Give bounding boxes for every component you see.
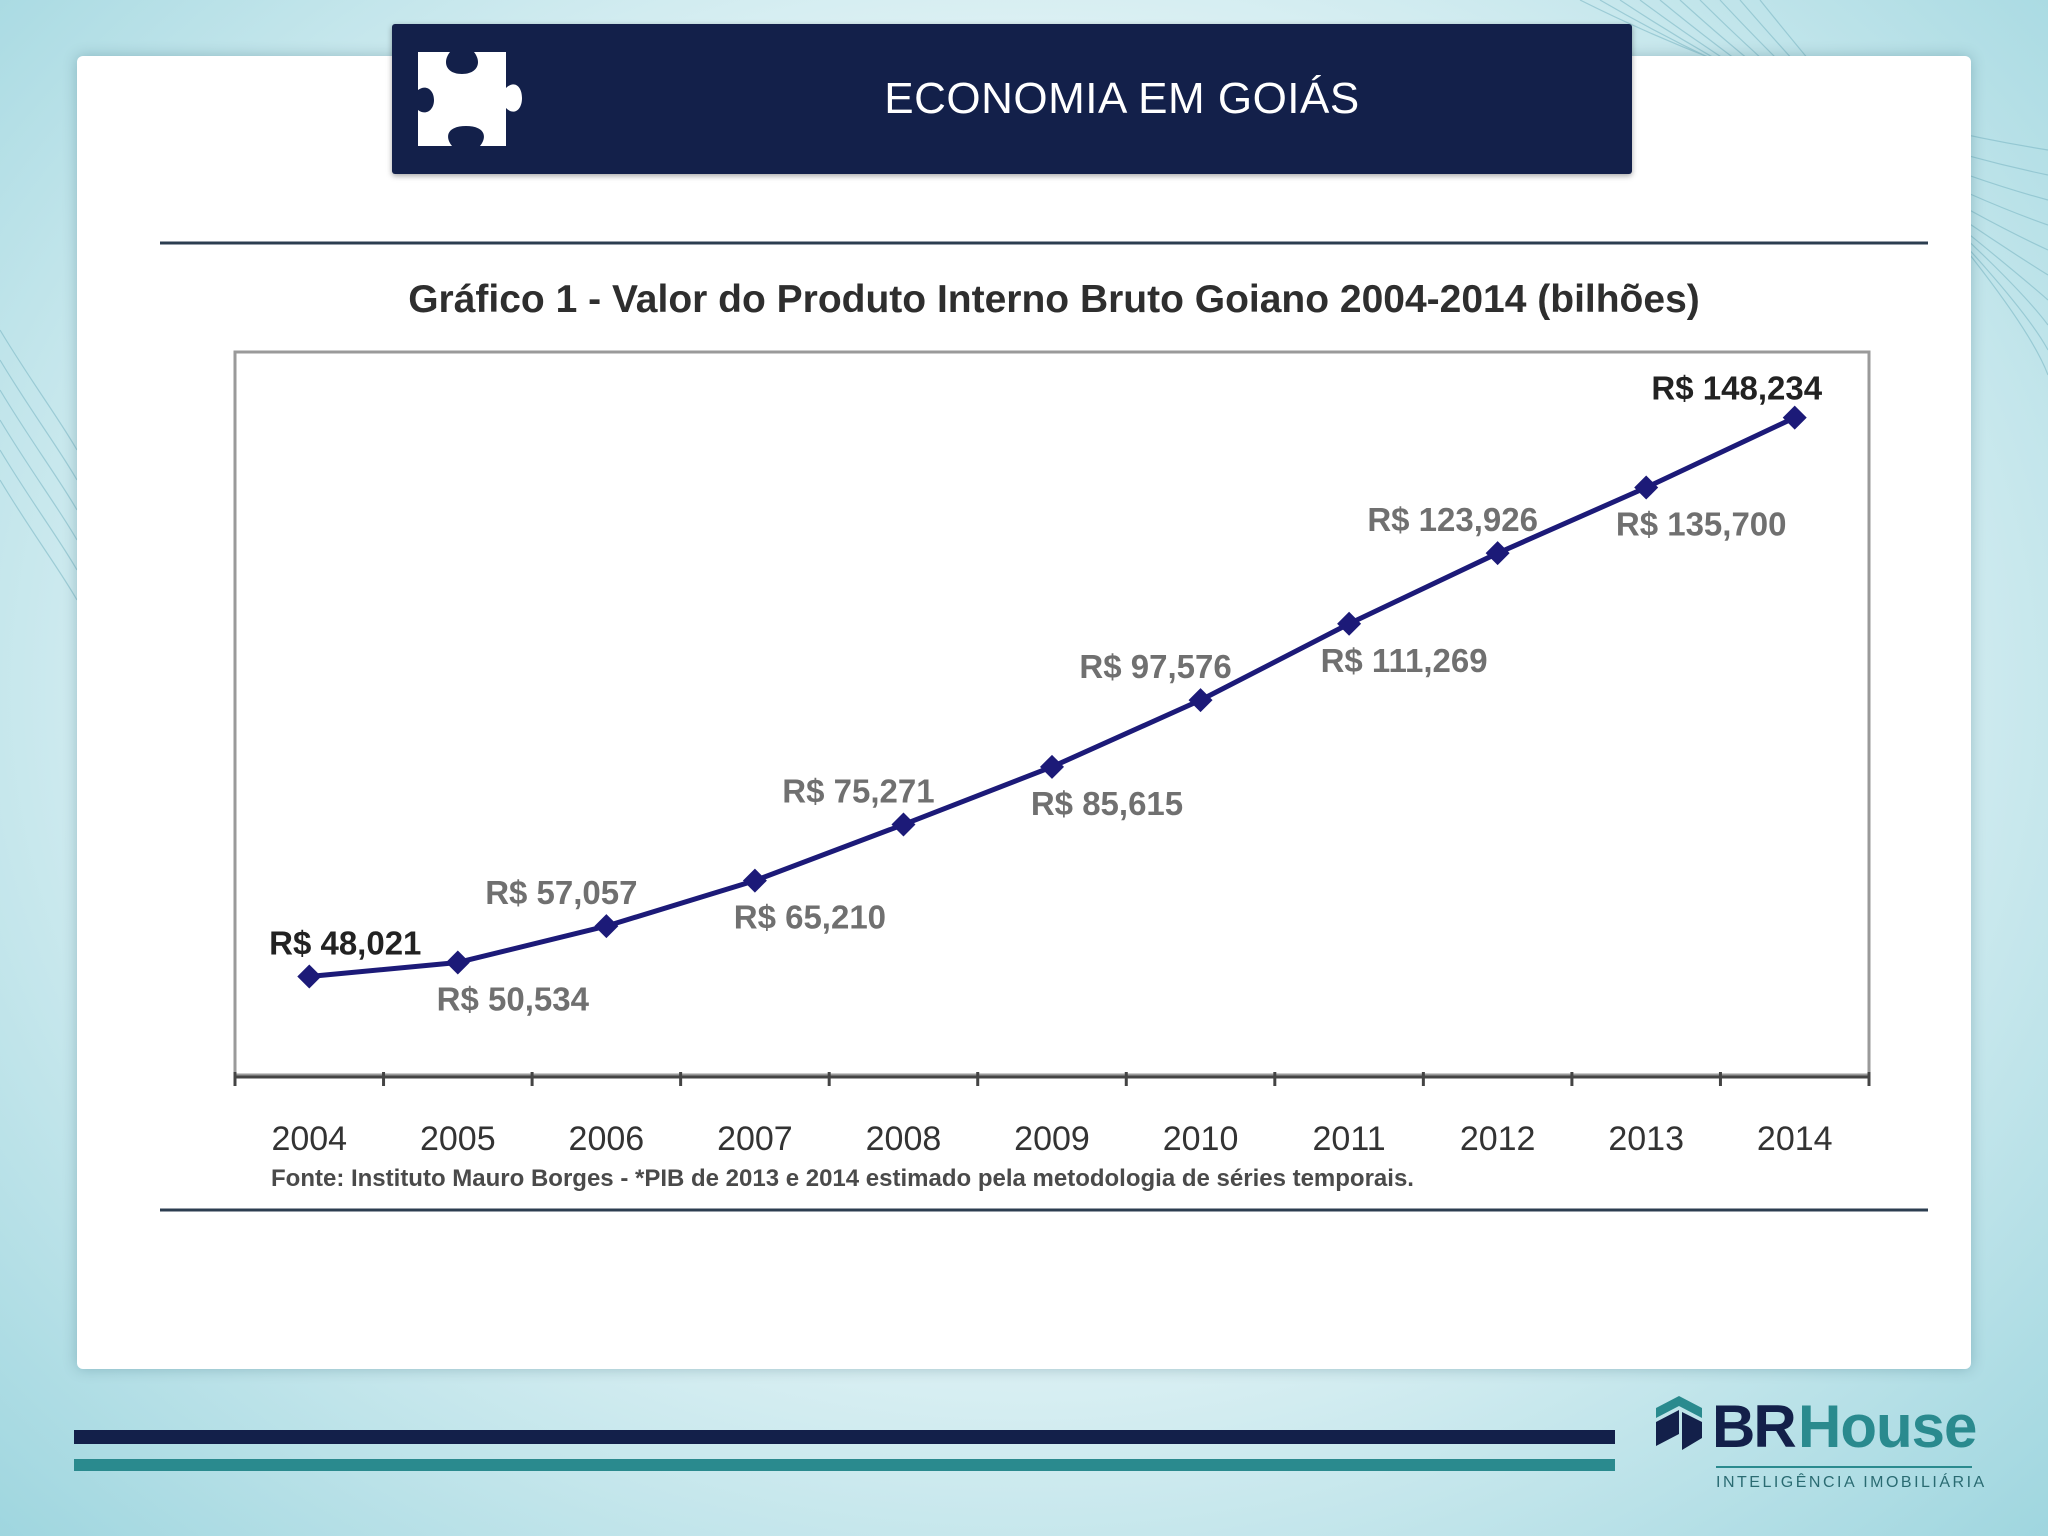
logo-text-br: BR xyxy=(1712,1393,1797,1460)
data-point-2012 xyxy=(1485,541,1510,566)
chart-title: Gráfico 1 - Valor do Produto Interno Bru… xyxy=(408,278,1700,321)
data-label-2014: R$ 148,234 xyxy=(1651,370,1822,407)
x-tick-label-2004: 2004 xyxy=(271,1120,347,1158)
title-bar: ECONOMIA EM GOIÁS xyxy=(392,24,1632,174)
data-label-2004: R$ 48,021 xyxy=(269,924,421,961)
data-point-2008 xyxy=(891,812,916,837)
x-axis-ticks xyxy=(233,1072,1871,1086)
x-tick-label-2010: 2010 xyxy=(1163,1120,1239,1158)
data-label-2011: R$ 111,269 xyxy=(1321,642,1488,679)
data-point-2006 xyxy=(594,914,619,939)
data-point-2009 xyxy=(1040,754,1064,779)
x-tick-label-2012: 2012 xyxy=(1460,1120,1536,1158)
house-logo-icon xyxy=(1656,1396,1702,1450)
data-label-2009: R$ 85,615 xyxy=(1031,785,1183,822)
series-markers xyxy=(297,405,1807,989)
data-label-2005: R$ 50,534 xyxy=(437,980,590,1017)
data-point-2004 xyxy=(297,964,322,989)
data-point-2011 xyxy=(1337,611,1362,636)
data-label-2008: R$ 75,271 xyxy=(782,773,934,810)
data-label-2007: R$ 65,210 xyxy=(734,899,886,936)
data-point-2010 xyxy=(1188,688,1213,713)
brhouse-logo: BR House INTELIGÊNCIA IMOBILIÁRIA xyxy=(1652,1392,1984,1502)
data-label-2006: R$ 57,057 xyxy=(485,874,637,911)
puzzle-piece-icon xyxy=(418,52,522,146)
x-tick-label-2011: 2011 xyxy=(1313,1120,1386,1158)
logo-divider xyxy=(1716,1466,1972,1468)
x-tick-label-2009: 2009 xyxy=(1014,1120,1090,1158)
data-point-2007 xyxy=(742,868,767,893)
x-axis-tick-labels: 2004 2005 2006 2007 2008 2009 2010 2011 2012 2013… xyxy=(271,1120,1832,1158)
x-tick-label-2005: 2005 xyxy=(420,1120,496,1158)
x-tick-label-2007: 2007 xyxy=(717,1120,793,1158)
data-point-2005 xyxy=(445,950,470,975)
footer-bar-teal xyxy=(74,1459,1615,1471)
logo-text-house: House xyxy=(1798,1393,1977,1460)
logo-tagline: INTELIGÊNCIA IMOBILIÁRIA xyxy=(1716,1474,1987,1491)
slide-title: ECONOMIA EM GOIÁS xyxy=(884,74,1360,123)
data-point-2013 xyxy=(1634,475,1659,500)
x-tick-label-2014: 2014 xyxy=(1757,1120,1833,1158)
x-tick-label-2006: 2006 xyxy=(569,1120,645,1158)
x-tick-label-2008: 2008 xyxy=(866,1120,942,1158)
data-label-2013: R$ 135,700 xyxy=(1616,506,1787,543)
footer-bar-navy xyxy=(74,1430,1615,1444)
data-labels: R$ 48,021 R$ 50,534 R$ 57,057 R$ 65,210 R$ 7… xyxy=(269,370,1823,1018)
data-point-2014 xyxy=(1782,405,1807,430)
x-tick-label-2013: 2013 xyxy=(1608,1120,1684,1158)
plot-area xyxy=(233,350,1871,1077)
data-label-2012: R$ 123,926 xyxy=(1367,501,1538,538)
source-note: Fonte: Instituto Mauro Borges - *PIB de … xyxy=(271,1165,1414,1192)
data-label-2010: R$ 97,576 xyxy=(1079,648,1231,685)
